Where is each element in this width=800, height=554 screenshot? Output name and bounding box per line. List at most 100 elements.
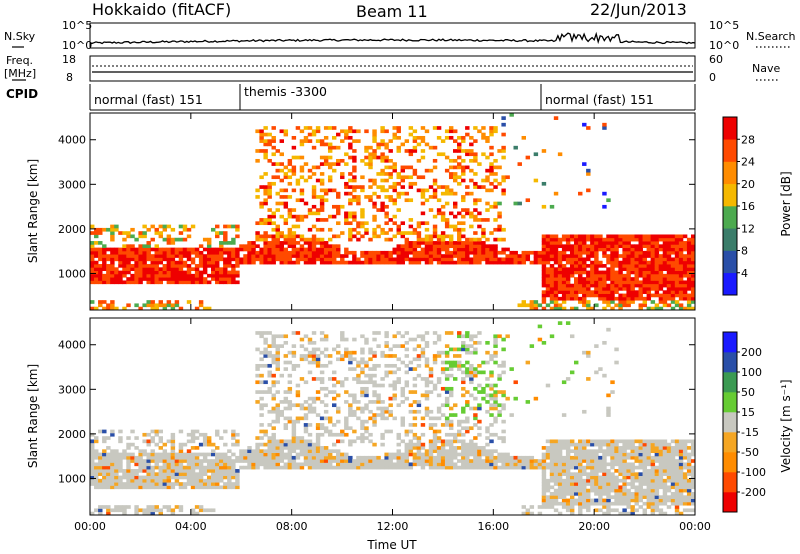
velocity-cell (267, 446, 272, 450)
power-cell (235, 273, 240, 278)
velocity-cell (344, 347, 349, 352)
power-cell (690, 277, 696, 281)
velocity-cell (227, 449, 232, 454)
velocity-cell (606, 498, 611, 503)
power-cell (602, 306, 607, 311)
power-cell (630, 257, 635, 262)
velocity-cell (440, 465, 446, 470)
power-cell (670, 267, 676, 271)
power-cell (239, 257, 244, 262)
power-cell (626, 273, 631, 278)
y-tick-label: 2000 (58, 428, 86, 441)
power-cell (388, 218, 393, 222)
power-cell (448, 244, 454, 249)
velocity-cell (315, 449, 321, 454)
velocity-cell (307, 403, 313, 408)
velocity-cell (267, 331, 272, 335)
power-cell (219, 254, 224, 258)
velocity-cell (444, 367, 450, 371)
velocity-cell (352, 462, 357, 467)
velocity-cell (678, 439, 684, 444)
power-cell (291, 188, 297, 193)
power-cell (368, 260, 373, 265)
power-cell (473, 250, 478, 255)
power-cell (283, 241, 289, 245)
velocity-cell (590, 478, 595, 483)
velocity-cell (106, 469, 111, 473)
velocity-cell (448, 439, 454, 444)
velocity-cell (650, 498, 656, 503)
power-cell (541, 237, 547, 242)
velocity-cell (469, 446, 474, 450)
power-cell (323, 155, 329, 160)
velocity-cell (279, 455, 284, 460)
velocity-cell (561, 472, 567, 476)
power-cell (372, 231, 377, 235)
velocity-cell (315, 423, 321, 427)
power-cell (283, 247, 289, 252)
velocity-cell (408, 360, 414, 365)
power-cell (690, 250, 696, 255)
power-cell (457, 234, 462, 239)
power-cell (186, 277, 192, 281)
power-cell (626, 303, 631, 308)
power-cell (578, 254, 583, 258)
velocity-cell (678, 485, 684, 490)
velocity-cell (275, 360, 280, 365)
power-cell (432, 257, 438, 262)
velocity-cell (327, 360, 333, 365)
velocity-cell (360, 370, 365, 375)
velocity-cell (565, 446, 571, 450)
power-cell (622, 300, 627, 304)
power-cell (549, 283, 555, 288)
power-cell (670, 290, 676, 294)
velocity-cell (501, 455, 506, 460)
power-cell (90, 300, 95, 304)
velocity-cell (549, 455, 555, 460)
velocity-cell (448, 432, 454, 437)
power-cell (561, 273, 567, 278)
power-cell (162, 270, 168, 275)
velocity-cell (275, 367, 280, 371)
power-cell (198, 303, 204, 308)
power-cell (352, 175, 357, 180)
velocity-cell (582, 459, 587, 463)
velocity-cell (267, 423, 272, 427)
velocity-cell (578, 465, 583, 470)
velocity-cell (348, 406, 353, 411)
velocity-cell (574, 485, 579, 490)
velocity-cell (493, 403, 498, 408)
power-cell (384, 195, 389, 199)
power-cell (223, 241, 228, 245)
velocity-cell (448, 446, 454, 450)
power-cell (582, 122, 587, 127)
velocity-cell (565, 482, 571, 486)
power-cell (150, 303, 155, 308)
velocity-cell (340, 462, 345, 467)
velocity-cell (408, 409, 414, 414)
power-cell (287, 260, 293, 265)
velocity-cell (553, 442, 559, 447)
power-cell (457, 257, 462, 262)
power-cell (223, 264, 228, 268)
power-cell (323, 198, 329, 203)
velocity-cell (594, 508, 599, 513)
power-cell (682, 287, 688, 291)
power-cell (420, 254, 426, 258)
velocity-cell (614, 442, 619, 447)
power-cell (311, 247, 317, 252)
velocity-cell (545, 449, 551, 454)
power-cell (545, 277, 551, 281)
velocity-cell (412, 400, 418, 404)
velocity-cell (198, 505, 204, 509)
power-cell (650, 283, 656, 288)
power-cell (235, 270, 240, 275)
velocity-cell (557, 455, 563, 460)
power-cell (146, 273, 151, 278)
power-cell (392, 250, 397, 255)
velocity-cell (126, 472, 131, 476)
power-cell (364, 145, 369, 150)
power-cell (202, 306, 208, 311)
power-cell (610, 254, 615, 258)
velocity-cell (610, 472, 615, 476)
